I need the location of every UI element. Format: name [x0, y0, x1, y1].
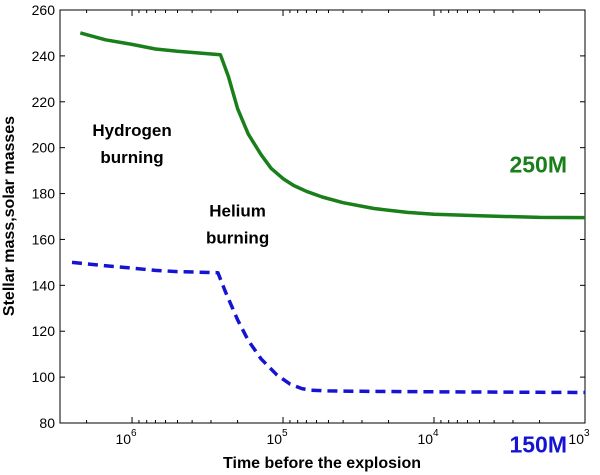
y-axis-label: Stellar mass,solar masses	[1, 116, 18, 316]
y-tick-label: 160	[32, 231, 56, 247]
y-tick-label: 240	[32, 48, 56, 64]
series-label: 250M	[509, 152, 567, 178]
annotation-text: burning	[100, 148, 163, 167]
annotation-text: burning	[206, 229, 269, 248]
y-tick-label: 180	[32, 186, 56, 202]
y-tick-label: 80	[39, 415, 55, 431]
x-tick-label: 104	[417, 428, 439, 447]
y-tick-label: 100	[32, 369, 56, 385]
y-tick-label: 140	[32, 277, 56, 293]
series-line-150m	[71, 260, 586, 395]
annotations: Hydrogen burning Helium burning	[92, 121, 269, 247]
series-label: 150M	[509, 431, 567, 457]
annotation-text: Helium	[209, 202, 266, 221]
series-layer: 250M 150M	[71, 31, 586, 457]
x-axis-label: Time before the explosion	[223, 455, 421, 472]
x-tick-label: 103	[568, 428, 590, 447]
y-tick-label: 260	[32, 2, 56, 18]
series-line-250m	[79, 31, 586, 220]
y-tick-label: 200	[32, 140, 56, 156]
y-axis-ticks: 80 100 120 140 160 180 200 220 240 260	[32, 2, 585, 431]
x-tick-label: 106	[115, 428, 137, 447]
annotation-text: Hydrogen	[92, 121, 171, 140]
x-tick-label: 105	[266, 428, 288, 447]
y-tick-label: 220	[32, 94, 56, 110]
y-tick-label: 120	[32, 323, 56, 339]
